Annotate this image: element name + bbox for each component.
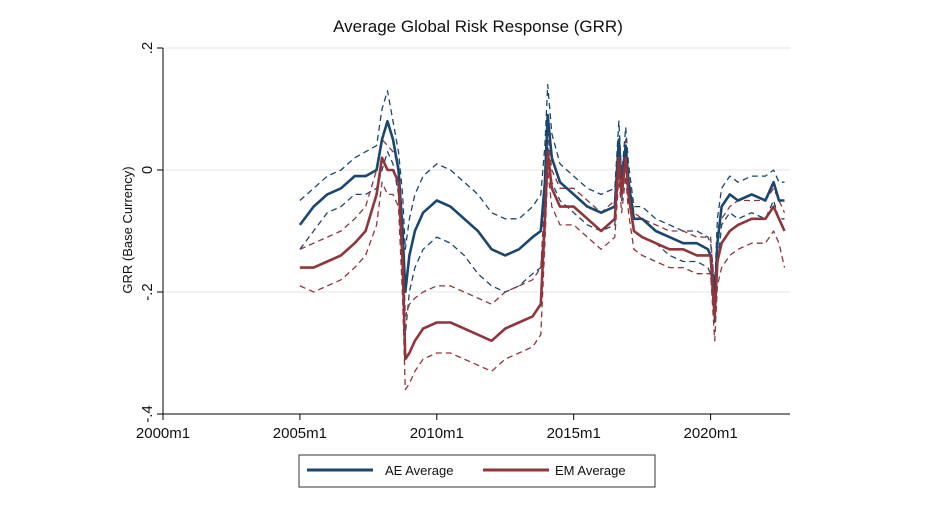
x-tick-label: 2015m1 [547,425,601,442]
chart-title: Average Global Risk Response (GRR) [333,17,623,36]
x-tick-label: 2000m1 [136,425,190,442]
y-tick-label: .2 [139,42,156,55]
y-axis-label: GRR (Base Currency) [120,166,135,293]
em-lower-band-line [299,169,786,391]
y-axis: .2 0 -.2 -.4 [139,42,164,423]
y-tick-label: 0 [139,166,156,174]
legend: AE Average EM Average [298,454,656,488]
em-average-line [299,150,786,361]
series-layer [298,83,786,391]
x-tick-label: 2005m1 [273,425,327,442]
x-axis: 2000m1 2005m1 2010m1 2015m1 2020m1 [136,413,790,442]
legend-label-em: EM Average [555,463,626,478]
y-tick-label: -.4 [139,405,156,423]
y-tick-label: -.2 [139,283,156,301]
x-tick-label: 2020m1 [683,425,737,442]
legend-label-ae: AE Average [385,463,453,478]
x-tick-label: 2010m1 [410,425,464,442]
